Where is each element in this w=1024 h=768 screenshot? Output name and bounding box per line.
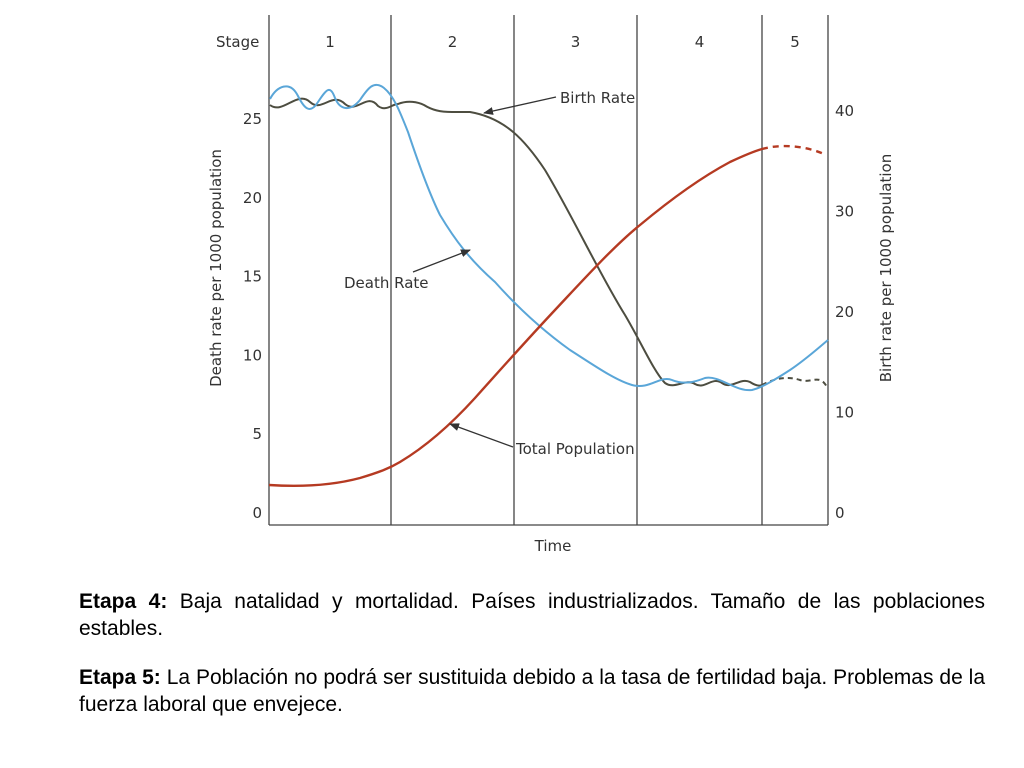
caption-stage-4-label: Etapa 4:	[79, 590, 168, 613]
demographic-transition-chart: Stage 1 2 3 4 5 0 5 10 15 20 25 0 10 20 30 40 Death rate …	[207, 15, 895, 555]
caption-stage-4: Etapa 4: Baja natalidad y mortalidad. Pa…	[79, 588, 985, 642]
total-population-projected-line	[761, 144, 827, 157]
annotation-total-population: Total Population	[515, 440, 635, 458]
left-tick-10: 10	[243, 346, 262, 364]
right-tick-0: 0	[835, 504, 845, 522]
right-tick-30: 30	[835, 203, 854, 221]
right-tick-10: 10	[835, 404, 854, 422]
left-tick-15: 15	[243, 268, 262, 286]
chart-frame	[268, 15, 829, 526]
left-tick-20: 20	[243, 189, 262, 207]
birth-rate-projected-line	[761, 376, 829, 390]
stage-label-2: 2	[448, 33, 458, 51]
x-axis-title: Time	[534, 537, 572, 555]
y-axis-title-right: Birth rate per 1000 population	[877, 154, 895, 382]
left-tick-5: 5	[252, 425, 262, 443]
caption-stage-5-text: La Población no podrá ser sustituida deb…	[79, 666, 986, 716]
y-axis-title-left: Death rate per 1000 population	[207, 149, 225, 387]
stage-label-1: 1	[325, 33, 335, 51]
arrow-death-rate	[412, 249, 471, 273]
annotation-death-rate: Death Rate	[344, 274, 429, 292]
death-rate-line	[269, 83, 829, 392]
stage-label-3: 3	[571, 33, 581, 51]
left-tick-0: 0	[252, 504, 262, 522]
birth-rate-line	[269, 97, 763, 387]
caption-stage-5-label: Etapa 5:	[79, 666, 161, 689]
total-population-line	[268, 147, 763, 488]
arrow-birth-rate	[483, 96, 557, 115]
left-tick-25: 25	[243, 110, 262, 128]
right-tick-40: 40	[835, 102, 854, 120]
chart-labels: Stage 1 2 3 4 5 0 5 10 15 20 25 0 10 20 30 40 Death rate …	[207, 33, 895, 555]
annotation-birth-rate: Birth Rate	[560, 89, 635, 107]
caption-stage-5: Etapa 5: La Población no podrá ser susti…	[79, 664, 985, 718]
arrow-total-population	[449, 423, 514, 448]
stage-label-5: 5	[790, 33, 800, 51]
caption-stage-4-text: Baja natalidad y mortalidad. Países indu…	[79, 590, 985, 640]
right-tick-20: 20	[835, 303, 854, 321]
stage-title: Stage	[216, 33, 259, 51]
stage-label-4: 4	[695, 33, 705, 51]
